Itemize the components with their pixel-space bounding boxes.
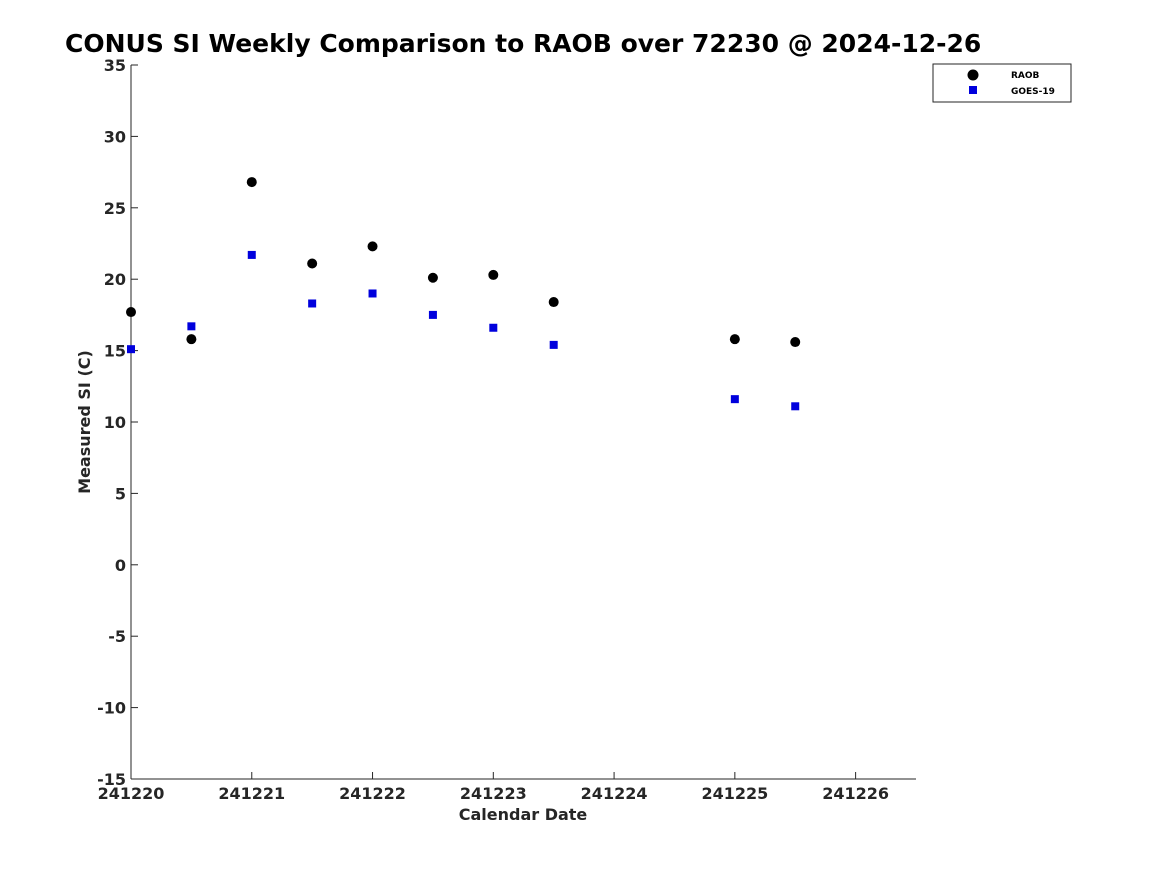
y-axis-label: Measured SI (C) bbox=[75, 350, 94, 494]
series-raob bbox=[126, 177, 801, 348]
data-point-goes-19 bbox=[127, 345, 135, 354]
data-point-goes-19 bbox=[730, 395, 739, 404]
chart-title: CONUS SI Weekly Comparison to RAOB over … bbox=[65, 29, 981, 58]
data-point-raob bbox=[307, 258, 318, 269]
legend-marker-raob bbox=[967, 69, 979, 81]
y-tick-label: 0 bbox=[115, 556, 126, 575]
data-point-goes-19 bbox=[247, 250, 256, 259]
legend-box bbox=[932, 63, 1072, 103]
data-point-raob bbox=[548, 297, 559, 308]
data-point-goes-19 bbox=[368, 289, 377, 298]
x-tick-label: 241220 bbox=[98, 784, 165, 803]
data-point-raob bbox=[246, 177, 257, 188]
data-point-raob bbox=[367, 241, 378, 252]
data-point-goes-19 bbox=[791, 402, 800, 411]
data-point-goes-19 bbox=[428, 310, 437, 319]
y-tick-label: 30 bbox=[104, 127, 126, 146]
y-tick-label: 25 bbox=[104, 199, 126, 218]
data-point-goes-19 bbox=[187, 322, 196, 331]
x-tick-label: 241224 bbox=[581, 784, 648, 803]
data-point-raob bbox=[427, 272, 438, 283]
data-point-raob bbox=[790, 337, 801, 348]
data-point-goes-19 bbox=[308, 299, 317, 308]
legend-label-goes: GOES-19 bbox=[1011, 87, 1055, 97]
y-tick-label: -5 bbox=[108, 627, 126, 646]
x-tick-label: 241225 bbox=[701, 784, 768, 803]
y-tick-label: -15 bbox=[97, 770, 126, 789]
y-tick-label: 5 bbox=[115, 484, 126, 503]
x-axis-ticks: 241220 241221 241222 241223 241224 241225 2412… bbox=[98, 772, 889, 803]
data-point-goes-19 bbox=[489, 323, 498, 332]
x-tick-label: 241226 bbox=[822, 784, 889, 803]
x-tick-label: 241222 bbox=[339, 784, 406, 803]
legend: RAOB GOES-19 bbox=[932, 63, 1072, 103]
data-series bbox=[126, 177, 801, 411]
x-tick-label: 241221 bbox=[218, 784, 285, 803]
y-tick-label: 35 bbox=[104, 56, 126, 75]
data-point-raob bbox=[186, 334, 197, 345]
x-tick-label: 241223 bbox=[460, 784, 527, 803]
y-tick-label: -10 bbox=[97, 699, 126, 718]
y-tick-label: 20 bbox=[104, 270, 126, 289]
legend-label-raob: RAOB bbox=[1011, 71, 1040, 81]
data-point-raob bbox=[126, 307, 136, 318]
data-point-raob bbox=[729, 334, 740, 345]
series-goes-19 bbox=[127, 250, 800, 411]
axes bbox=[130, 65, 916, 780]
y-tick-label: 15 bbox=[104, 342, 126, 361]
y-tick-label: 10 bbox=[104, 413, 126, 432]
data-point-goes-19 bbox=[549, 340, 558, 349]
data-point-raob bbox=[488, 269, 499, 280]
y-axis-ticks: -15 -10 -5 0 5 10 15 20 25 30 35 bbox=[97, 56, 138, 789]
legend-marker-goes bbox=[969, 86, 977, 94]
x-axis-label: Calendar Date bbox=[459, 805, 588, 824]
